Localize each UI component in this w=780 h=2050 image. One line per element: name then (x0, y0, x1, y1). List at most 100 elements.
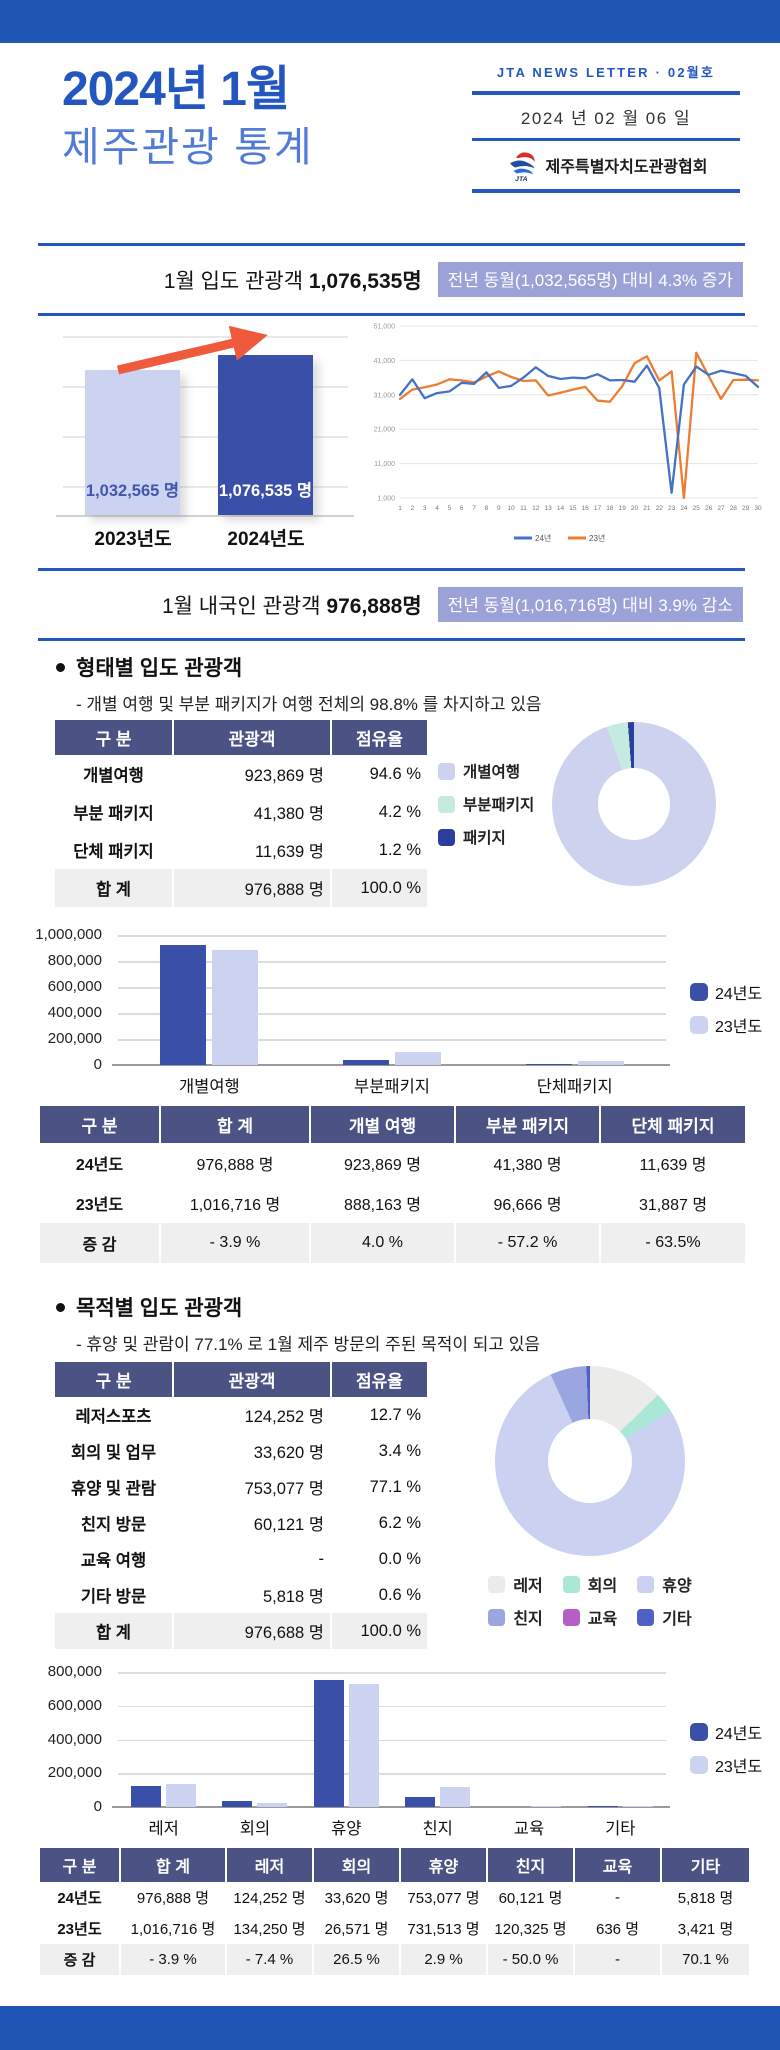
y-tick-label: 800,000 (47, 1663, 102, 1680)
table-cell: 120,325 명 (487, 1913, 575, 1944)
column-header: 교육 (574, 1848, 662, 1882)
table-cell: - 57.2 % (455, 1223, 601, 1263)
column-header: 친지 (487, 1848, 575, 1882)
y-tick-label: 600,000 (47, 1696, 102, 1714)
column-header: 구 분 (55, 1362, 174, 1397)
table-cell: 휴양 및 관람 (55, 1469, 174, 1505)
divider (472, 138, 740, 141)
bar-group-부분패키지 (301, 935, 484, 1065)
bar-23년도-레저 (166, 1784, 197, 1807)
table-cell: 31,887 명 (638, 1197, 708, 1214)
column-header: 구 분 (40, 1106, 161, 1143)
x-tick-label: 24 (680, 505, 688, 512)
bullet-icon (56, 662, 65, 672)
table-cell: 100.0 % (331, 1613, 427, 1649)
x-tick-label: 19 (619, 505, 627, 512)
legend-swatch (637, 1575, 655, 1593)
legend-item: 회의 (562, 1572, 617, 1596)
bar-group-레저 (118, 1672, 209, 1807)
x-tick-label: 1 (398, 505, 402, 512)
type-donut-block: 개별여행 부분패키지 패키지 (438, 722, 717, 886)
x-tick-label: 17 (594, 505, 602, 512)
table-cell: 976,888 명 (160, 1143, 311, 1183)
table-cell: 26,571 명 (313, 1913, 401, 1944)
gridline (118, 935, 666, 937)
x-tick-label: 4 (435, 505, 439, 512)
x-tick-label: 11 (520, 505, 527, 512)
x-tick-label: 6 (460, 505, 464, 512)
purpose-donut-chart (495, 1366, 685, 1556)
legend-item: 휴양 (637, 1572, 692, 1596)
section-heading: 1월 내국인 관광객 976,888명 (161, 594, 422, 618)
table-cell: 731,513 명 (400, 1913, 488, 1944)
column-header: 단체 패키지 (600, 1106, 745, 1143)
bar-23년도-기타 (622, 1805, 653, 1807)
line-series-24년 (398, 364, 760, 494)
divider (472, 188, 740, 193)
gridline (118, 1705, 666, 1708)
table-cell: 24년도 (40, 1143, 161, 1183)
table-cell: 레저스포츠 (55, 1397, 174, 1433)
column-header: 점유율 (331, 1362, 427, 1397)
category-label: 친지 (422, 1820, 453, 1838)
table-cell: 4.2 % (378, 802, 421, 821)
bar-23년도-개별여행 (212, 949, 259, 1065)
bar-24년도-단체패키지 (525, 1063, 572, 1065)
legend-label: 부분패키지 (463, 797, 535, 814)
gridline (118, 1013, 666, 1015)
table-cell: - 50.0 % (487, 1944, 575, 1975)
gridline (63, 386, 348, 388)
table-row: 교육 여행 - 0.0 % (55, 1541, 427, 1577)
table-cell: 96,666 명 (455, 1183, 601, 1223)
gridline (118, 1039, 666, 1041)
legend-swatch (690, 1016, 708, 1034)
x-tick-label: 16 (582, 505, 590, 512)
jta-logo-icon: JTA (509, 151, 535, 182)
x-tick-label: 14 (557, 505, 565, 512)
divider (472, 91, 740, 95)
donut-hole (598, 768, 671, 840)
yoy-increase-badge: 전년 동월(1,032,565명) 대비 4.3% 증가 (437, 262, 743, 297)
column-header: 관광객 (173, 720, 332, 755)
y-tick-label: 21,000 (374, 427, 396, 434)
legend-label: 24년도 (715, 1726, 763, 1743)
category-label: 레저 (148, 1820, 179, 1838)
gridline (118, 1773, 666, 1775)
table-cell: 단체 패키지 (55, 831, 174, 869)
legend-label: 23년도 (715, 1759, 763, 1776)
table-row: 단체 패키지 11,639 명 1.2 % (55, 831, 427, 869)
bar-24년도-기타 (587, 1805, 618, 1807)
table-cell: 753,077 명 (400, 1882, 488, 1913)
y-tick-label: 400,000 (47, 1730, 102, 1748)
bar-24년도-부분패키지 (343, 1059, 389, 1065)
purpose-donut-block: 레저 회의 휴양 친지 교육 기타 (430, 1366, 750, 1629)
section-total-arrivals-heading: 1월 입도 관광객 1,076,535명 전년 동월(1,032,565명) 대… (38, 243, 745, 316)
column-header: 개별 여행 (310, 1106, 456, 1143)
x-tick-label: 2 (411, 505, 415, 512)
table-cell: 923,869 명 (173, 755, 332, 793)
column-header: 구 분 (40, 1848, 121, 1882)
year-comparison-bar-chart: 1,032,565 명 2023년도 1,076,535 명 2024년도 (38, 325, 360, 550)
bar-group-회의 (209, 1672, 300, 1807)
bar-24년도-휴양 (313, 1679, 344, 1807)
column-header: 회의 (313, 1848, 401, 1882)
table-cell: 41,380 명 (455, 1143, 601, 1183)
legend-label: 23년도 (715, 1019, 763, 1036)
legend-swatch (438, 762, 455, 780)
bar-group-개별여행 (118, 935, 301, 1065)
table-cell: 5,818 명 (173, 1577, 332, 1613)
legend-item: 레저 (488, 1572, 543, 1596)
table-header-row: 구 분 관광객 점유율 (55, 1362, 427, 1397)
table-row: 합 계 976,888 명 100.0 % (55, 869, 427, 907)
bar-23년도-교육 (531, 1805, 562, 1807)
bar-23년도-단체패키지 (577, 1060, 624, 1065)
category-label: 기타 (605, 1820, 636, 1838)
table-cell: - 7.4 % (226, 1944, 314, 1975)
x-tick-label: 29 (742, 505, 750, 512)
table-cell: 134,250 명 (226, 1913, 314, 1944)
legend-label: 패키지 (463, 830, 506, 847)
axis-baseline (112, 1063, 670, 1066)
